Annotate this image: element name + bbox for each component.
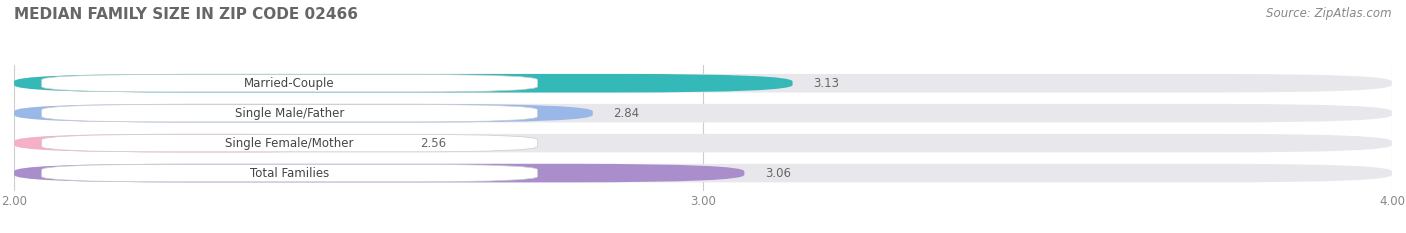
Text: Single Female/Mother: Single Female/Mother [225,137,354,150]
FancyBboxPatch shape [42,75,537,92]
FancyBboxPatch shape [14,134,399,152]
FancyBboxPatch shape [14,164,744,182]
Text: 3.13: 3.13 [813,77,839,90]
Text: Single Male/Father: Single Male/Father [235,107,344,120]
FancyBboxPatch shape [14,134,1392,152]
FancyBboxPatch shape [42,164,537,182]
FancyBboxPatch shape [14,104,593,123]
FancyBboxPatch shape [14,104,1392,123]
Text: Married-Couple: Married-Couple [245,77,335,90]
FancyBboxPatch shape [14,74,793,93]
Text: Total Families: Total Families [250,167,329,180]
Text: 2.84: 2.84 [613,107,640,120]
Text: Source: ZipAtlas.com: Source: ZipAtlas.com [1267,7,1392,20]
FancyBboxPatch shape [42,134,537,152]
FancyBboxPatch shape [14,74,1392,93]
FancyBboxPatch shape [14,164,1392,182]
Text: MEDIAN FAMILY SIZE IN ZIP CODE 02466: MEDIAN FAMILY SIZE IN ZIP CODE 02466 [14,7,359,22]
FancyBboxPatch shape [42,104,537,122]
Text: 2.56: 2.56 [420,137,447,150]
Text: 3.06: 3.06 [765,167,792,180]
